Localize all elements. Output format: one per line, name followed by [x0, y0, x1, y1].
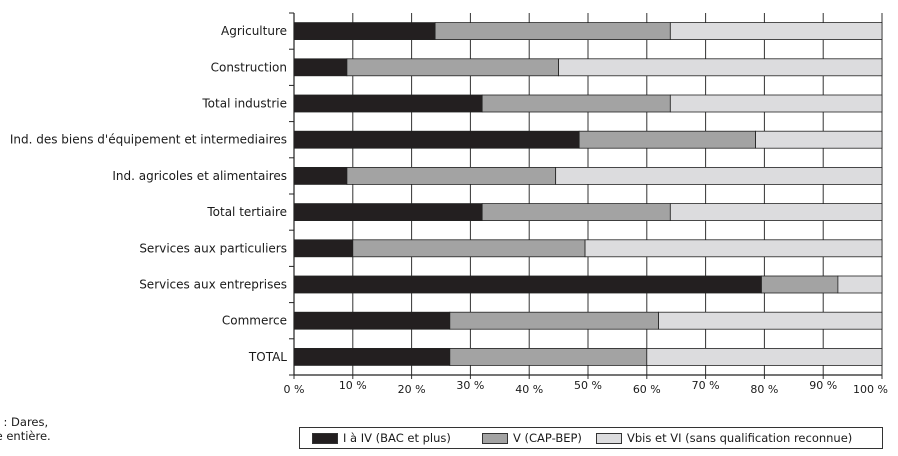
- bar-1-series-2: [434, 22, 671, 41]
- x-tick-label-9: 90 %: [809, 379, 837, 392]
- bar-10-series-1: [293, 347, 451, 366]
- category-label-6: Total tertiaire: [206, 205, 287, 219]
- source-note: rce : Dares, nce entière.: [0, 415, 51, 443]
- category-label-10: TOTAL: [248, 350, 287, 364]
- bar-5-series-3: [555, 166, 883, 185]
- legend-label-series-3: Vbis et VI (sans qualification reconnue): [627, 431, 853, 445]
- bar-9-series-2: [449, 311, 659, 330]
- bar-6-series-2: [481, 203, 671, 222]
- bar-4-series-3: [755, 130, 883, 149]
- bar-9-series-3: [658, 311, 883, 330]
- bar-8-series-1: [293, 275, 762, 294]
- category-label-3: Total industrie: [201, 97, 287, 111]
- legend-item-series-2: V (CAP-BEP): [482, 431, 582, 445]
- x-tick-labels: 0 % 10 % 20 % 30 % 40 % 50 % 60 % 70 % 80 % 90 % 1…: [284, 379, 888, 396]
- bar-1-series-1: [293, 22, 436, 41]
- legend-label-series-2: V (CAP-BEP): [513, 431, 582, 445]
- bar-6-series-3: [669, 203, 883, 222]
- x-tick-label-7: 70 %: [692, 379, 720, 392]
- category-label-8: Services aux entreprises: [139, 278, 287, 292]
- legend-swatch-series-3: [596, 432, 622, 444]
- category-label-7: Services aux particuliers: [139, 241, 287, 255]
- legend: I à IV (BAC et plus) V (CAP-BEP) Vbis et…: [299, 427, 883, 449]
- x-tick-label-1: 10 %: [339, 379, 367, 392]
- bar-2-series-3: [558, 58, 883, 77]
- bar-8-series-3: [837, 275, 883, 294]
- bars: [293, 22, 883, 366]
- bar-1-series-3: [669, 22, 883, 41]
- category-label-5: Ind. agricoles et alimentaires: [112, 169, 287, 183]
- source-line-2: nce entière.: [0, 429, 51, 443]
- bar-2-series-2: [346, 58, 560, 77]
- bar-9-series-1: [293, 311, 451, 330]
- bar-5-series-1: [293, 166, 348, 185]
- bar-3-series-2: [481, 94, 671, 113]
- legend-swatch-series-1: [312, 432, 338, 444]
- x-tick-label-4: 40 %: [515, 383, 543, 396]
- bar-7-series-3: [584, 239, 883, 258]
- legend-label-series-1: I à IV (BAC et plus): [343, 431, 451, 445]
- category-label-1: Agriculture: [221, 24, 287, 38]
- x-tick-label-6: 60 %: [633, 383, 661, 396]
- bar-4-series-1: [293, 130, 580, 149]
- bar-10-series-2: [449, 347, 648, 366]
- category-labels: Agriculture Construction Total industrie In…: [10, 24, 287, 364]
- bar-8-series-2: [761, 275, 839, 294]
- x-tick-label-10: 100 %: [853, 383, 888, 396]
- bar-4-series-2: [578, 130, 756, 149]
- bar-5-series-2: [346, 166, 557, 185]
- bar-7-series-1: [293, 239, 354, 258]
- category-label-9: Commerce: [222, 314, 287, 328]
- x-tick-label-5: 50 %: [574, 379, 602, 392]
- bar-2-series-1: [293, 58, 348, 77]
- bar-3-series-3: [669, 94, 883, 113]
- bar-7-series-2: [352, 239, 586, 258]
- category-label-4: Ind. des biens d'équipement et intermedi…: [10, 133, 287, 147]
- x-tick-label-0: 0 %: [284, 383, 305, 396]
- source-line-1: rce : Dares,: [0, 415, 49, 429]
- x-tick-label-8: 80 %: [750, 383, 778, 396]
- legend-item-series-3: Vbis et VI (sans qualification reconnue): [596, 431, 852, 445]
- x-tick-label-2: 20 %: [398, 383, 426, 396]
- x-tick-label-3: 30 %: [456, 379, 484, 392]
- legend-item-series-1: I à IV (BAC et plus): [312, 431, 451, 445]
- bar-6-series-1: [293, 203, 483, 222]
- category-label-2: Construction: [211, 60, 287, 74]
- bar-3-series-1: [293, 94, 483, 113]
- legend-swatch-series-2: [482, 432, 508, 444]
- bar-10-series-3: [646, 347, 883, 366]
